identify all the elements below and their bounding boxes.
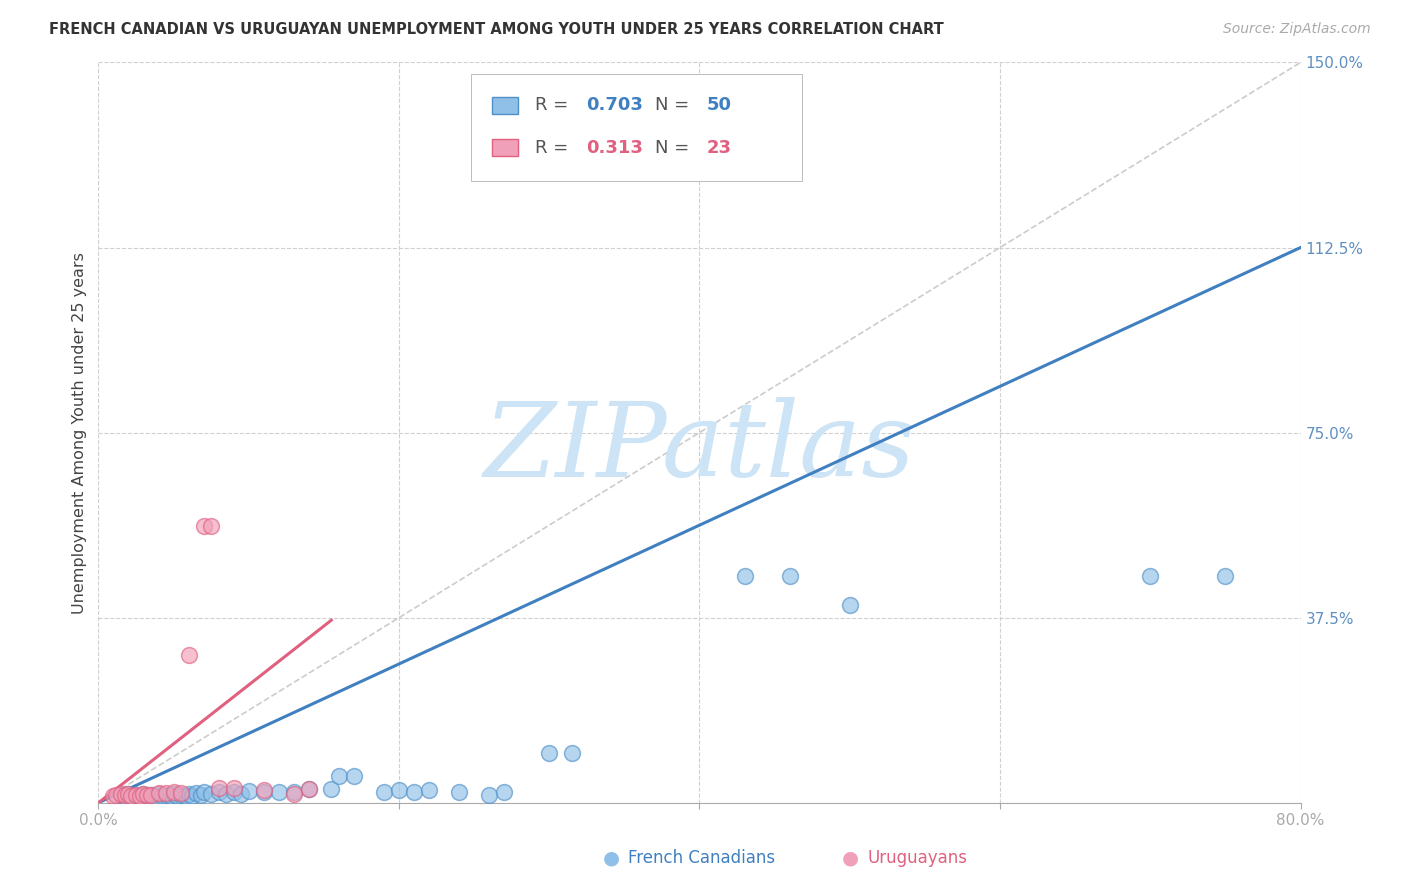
Point	[145, 789, 167, 804]
Point	[135, 789, 157, 804]
Point	[132, 787, 155, 801]
Text: 23: 23	[707, 138, 731, 157]
Point	[125, 788, 148, 802]
Point	[222, 785, 245, 799]
Point	[200, 787, 222, 801]
Point	[328, 769, 350, 783]
Point	[139, 788, 162, 802]
Point	[298, 782, 321, 797]
Point	[321, 782, 343, 797]
Point	[139, 788, 162, 802]
Point	[231, 787, 253, 801]
Point	[125, 788, 148, 802]
Point	[561, 747, 583, 761]
Point	[129, 789, 152, 804]
Point	[110, 787, 132, 801]
Point	[494, 785, 516, 799]
Point	[177, 648, 200, 662]
Point	[117, 787, 139, 801]
Point	[148, 787, 170, 801]
Point	[103, 789, 125, 804]
Point	[298, 782, 321, 797]
Text: ●: ●	[603, 848, 620, 868]
Point	[402, 785, 425, 799]
Point	[283, 787, 305, 801]
Point	[418, 783, 440, 797]
Point	[105, 788, 128, 802]
Text: ●: ●	[842, 848, 859, 868]
Text: French Canadians: French Canadians	[628, 849, 776, 867]
Point	[117, 787, 139, 801]
Point	[283, 785, 305, 799]
Point	[174, 789, 197, 804]
Point	[200, 519, 222, 533]
Text: R =: R =	[534, 96, 574, 114]
Point	[238, 784, 260, 798]
Point	[388, 783, 411, 797]
Point	[155, 788, 177, 802]
FancyBboxPatch shape	[471, 73, 801, 181]
Point	[121, 789, 143, 804]
Point	[193, 519, 215, 533]
Point	[110, 789, 132, 803]
Text: N =: N =	[655, 138, 695, 157]
Point	[132, 787, 155, 801]
Text: R =: R =	[534, 138, 574, 157]
Point	[215, 787, 238, 801]
Point	[838, 599, 860, 613]
Point	[222, 780, 245, 795]
Point	[166, 789, 188, 803]
Point	[162, 785, 184, 799]
Point	[253, 785, 276, 799]
Point	[373, 785, 395, 799]
Point	[190, 788, 212, 802]
Point	[129, 789, 152, 804]
Point	[447, 785, 470, 799]
Point	[267, 785, 290, 799]
Point	[162, 787, 184, 801]
Point	[343, 769, 366, 783]
Point	[208, 785, 231, 799]
Point	[180, 789, 202, 803]
Point	[148, 786, 170, 800]
Point	[1215, 568, 1237, 582]
Point	[478, 789, 501, 803]
Point	[114, 789, 136, 803]
Point	[135, 789, 157, 803]
Text: FRENCH CANADIAN VS URUGUAYAN UNEMPLOYMENT AMONG YOUTH UNDER 25 YEARS CORRELATION: FRENCH CANADIAN VS URUGUAYAN UNEMPLOYMEN…	[49, 22, 943, 37]
Point	[155, 786, 177, 800]
Point	[150, 789, 173, 803]
Text: 0.703: 0.703	[586, 96, 644, 114]
Point	[208, 780, 231, 795]
Bar	[492, 97, 517, 113]
Point	[170, 786, 193, 800]
Point	[734, 568, 756, 582]
Point	[193, 785, 215, 799]
Point	[253, 783, 276, 797]
Text: 50: 50	[707, 96, 731, 114]
Point	[779, 568, 801, 582]
Text: N =: N =	[655, 96, 695, 114]
Point	[121, 789, 143, 803]
Bar	[492, 139, 517, 156]
Point	[184, 786, 207, 800]
Text: 0.313: 0.313	[586, 138, 644, 157]
Y-axis label: Unemployment Among Youth under 25 years: Unemployment Among Youth under 25 years	[72, 252, 87, 614]
Point	[170, 788, 193, 802]
Point	[159, 789, 181, 804]
Point	[114, 789, 136, 804]
Text: Source: ZipAtlas.com: Source: ZipAtlas.com	[1223, 22, 1371, 37]
Text: ZIPatlas: ZIPatlas	[484, 397, 915, 498]
Point	[538, 747, 561, 761]
Text: Uruguayans: Uruguayans	[868, 849, 967, 867]
Point	[1139, 568, 1161, 582]
Point	[177, 787, 200, 801]
